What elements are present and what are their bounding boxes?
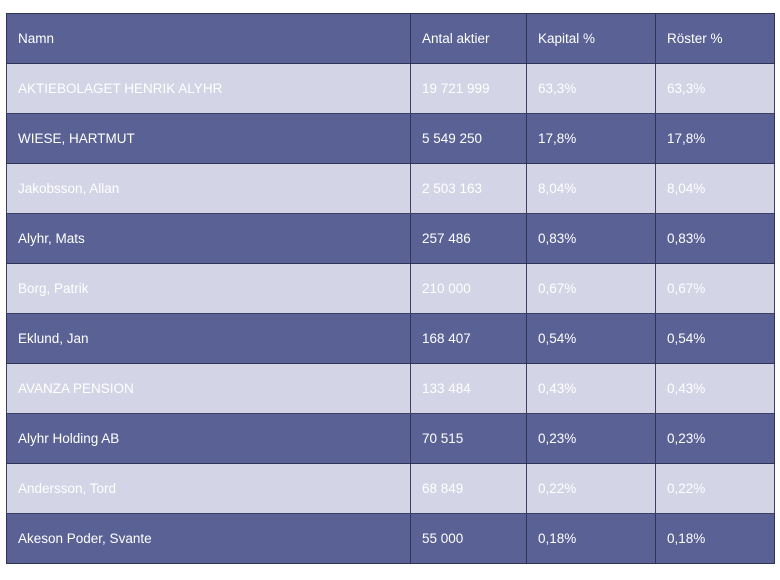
cell-votes: 0,54% [655,313,775,364]
cell-name: AVANZA PENSION [6,363,411,414]
cell-capital: 0,43% [526,363,656,414]
table-row: Andersson, Tord 68 849 0,22% 0,22% [6,463,775,514]
header-votes: Röster % [655,13,775,64]
cell-shares: 5 549 250 [410,113,527,164]
cell-name: AKTIEBOLAGET HENRIK ALYHR [6,63,411,114]
cell-name: Alyhr Holding AB [6,413,411,464]
cell-shares: 70 515 [410,413,527,464]
cell-shares: 19 721 999 [410,63,527,114]
table-row: Akeson Poder, Svante 55 000 0,18% 0,18% [6,513,775,564]
cell-capital: 17,8% [526,113,656,164]
cell-capital: 63,3% [526,63,656,114]
cell-shares: 2 503 163 [410,163,527,214]
cell-capital: 0,83% [526,213,656,264]
cell-name: Alyhr, Mats [6,213,411,264]
cell-shares: 210 000 [410,263,527,314]
cell-votes: 0,83% [655,213,775,264]
cell-name: Jakobsson, Allan [6,163,411,214]
table-row: Eklund, Jan 168 407 0,54% 0,54% [6,313,775,364]
cell-shares: 68 849 [410,463,527,514]
cell-capital: 0,18% [526,513,656,564]
cell-capital: 0,67% [526,263,656,314]
table-header: Namn Antal aktier Kapital % Röster % [6,13,775,64]
cell-name: Eklund, Jan [6,313,411,364]
cell-votes: 0,23% [655,413,775,464]
cell-votes: 0,22% [655,463,775,514]
table-row: Jakobsson, Allan 2 503 163 8,04% 8,04% [6,163,775,214]
cell-name: WIESE, HARTMUT [6,113,411,164]
cell-name: Borg, Patrik [6,263,411,314]
cell-capital: 0,23% [526,413,656,464]
cell-shares: 55 000 [410,513,527,564]
cell-name: Akeson Poder, Svante [6,513,411,564]
cell-capital: 8,04% [526,163,656,214]
cell-votes: 63,3% [655,63,775,114]
table-body: AKTIEBOLAGET HENRIK ALYHR 19 721 999 63,3%… [6,63,775,564]
shareholders-table-container: Namn Antal aktier Kapital % Röster % AKT… [6,13,775,564]
header-name: Namn [6,13,411,64]
cell-votes: 0,67% [655,263,775,314]
header-row: Namn Antal aktier Kapital % Röster % [6,13,775,64]
table-row: WIESE, HARTMUT 5 549 250 17,8% 17,8% [6,113,775,164]
table-row: AKTIEBOLAGET HENRIK ALYHR 19 721 999 63,3%… [6,63,775,114]
table-row: Alyhr, Mats 257 486 0,83% 0,83% [6,213,775,264]
cell-shares: 257 486 [410,213,527,264]
cell-votes: 17,8% [655,113,775,164]
cell-capital: 0,22% [526,463,656,514]
cell-votes: 0,18% [655,513,775,564]
table-row: Borg, Patrik 210 000 0,67% 0,67% [6,263,775,314]
cell-shares: 168 407 [410,313,527,364]
cell-votes: 8,04% [655,163,775,214]
table-row: Alyhr Holding AB 70 515 0,23% 0,23% [6,413,775,464]
header-capital: Kapital % [526,13,656,64]
cell-shares: 133 484 [410,363,527,414]
shareholders-table: Namn Antal aktier Kapital % Röster % AKT… [6,13,775,564]
cell-capital: 0,54% [526,313,656,364]
cell-votes: 0,43% [655,363,775,414]
header-shares: Antal aktier [410,13,527,64]
table-row: AVANZA PENSION 133 484 0,43% 0,43% [6,363,775,414]
cell-name: Andersson, Tord [6,463,411,514]
